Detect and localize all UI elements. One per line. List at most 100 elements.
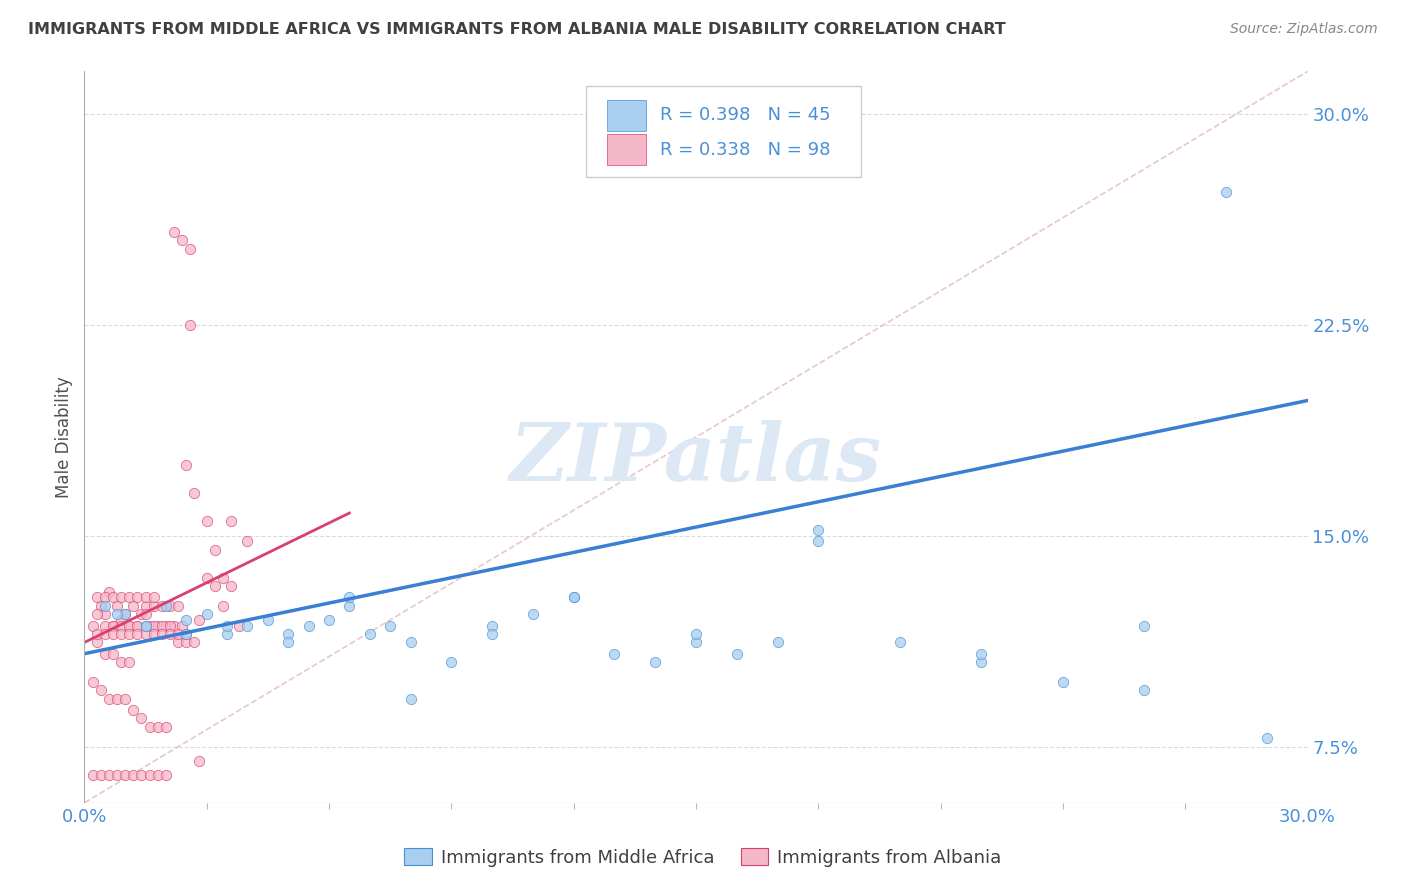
Point	[179, 242, 201, 256]
Point	[195, 515, 218, 529]
Point	[725, 647, 748, 661]
Point	[167, 627, 190, 641]
Point	[101, 647, 124, 661]
Text: IMMIGRANTS FROM MIDDLE AFRICA VS IMMIGRANTS FROM ALBANIA MALE DISABILITY CORRELA: IMMIGRANTS FROM MIDDLE AFRICA VS IMMIGRA…	[28, 22, 1005, 37]
Point	[82, 674, 104, 689]
Point	[122, 767, 145, 781]
Text: Source: ZipAtlas.com: Source: ZipAtlas.com	[1230, 22, 1378, 37]
Point	[93, 591, 115, 605]
Text: R = 0.398   N = 45: R = 0.398 N = 45	[661, 106, 831, 124]
Point	[150, 599, 173, 613]
Point	[114, 691, 136, 706]
Point	[562, 591, 585, 605]
Point	[135, 627, 157, 641]
Point	[82, 767, 104, 781]
Point	[138, 767, 160, 781]
Point	[110, 627, 132, 641]
FancyBboxPatch shape	[606, 135, 645, 165]
Point	[93, 618, 115, 632]
Point	[807, 534, 830, 549]
Point	[399, 635, 422, 649]
Point	[93, 647, 115, 661]
FancyBboxPatch shape	[586, 86, 860, 178]
Point	[163, 618, 186, 632]
Point	[97, 767, 120, 781]
Point	[135, 618, 157, 632]
Point	[118, 627, 141, 641]
Point	[114, 607, 136, 622]
Point	[212, 599, 235, 613]
Point	[127, 618, 149, 632]
Point	[970, 655, 993, 669]
Point	[135, 591, 157, 605]
Point	[644, 655, 666, 669]
Point	[339, 591, 361, 605]
Point	[277, 635, 299, 649]
Point	[110, 591, 132, 605]
Y-axis label: Male Disability: Male Disability	[55, 376, 73, 498]
Point	[90, 767, 112, 781]
Point	[146, 720, 169, 734]
Point	[146, 767, 169, 781]
Point	[118, 655, 141, 669]
Point	[236, 534, 259, 549]
Point	[127, 627, 149, 641]
Point	[110, 618, 132, 632]
Point	[174, 627, 197, 641]
Point	[174, 627, 197, 641]
Point	[105, 599, 128, 613]
Point	[114, 607, 136, 622]
Point	[380, 618, 402, 632]
Point	[889, 635, 911, 649]
Point	[97, 691, 120, 706]
Point	[807, 523, 830, 537]
Point	[86, 627, 108, 641]
Point	[217, 627, 239, 641]
Legend: Immigrants from Middle Africa, Immigrants from Albania: Immigrants from Middle Africa, Immigrant…	[398, 841, 1008, 874]
Point	[522, 607, 544, 622]
Point	[212, 571, 235, 585]
Point	[86, 635, 108, 649]
Point	[277, 627, 299, 641]
Point	[159, 599, 181, 613]
Point	[766, 635, 789, 649]
Point	[217, 618, 239, 632]
FancyBboxPatch shape	[606, 100, 645, 130]
Point	[155, 720, 177, 734]
Point	[142, 618, 165, 632]
Point	[135, 599, 157, 613]
Point	[167, 635, 190, 649]
Point	[187, 754, 209, 768]
Point	[150, 627, 173, 641]
Point	[172, 233, 194, 247]
Point	[219, 579, 242, 593]
Point	[127, 591, 149, 605]
Point	[183, 486, 205, 500]
Point	[163, 225, 186, 239]
Point	[172, 618, 194, 632]
Point	[118, 618, 141, 632]
Point	[159, 627, 181, 641]
Text: ZIPatlas: ZIPatlas	[510, 420, 882, 498]
Point	[1256, 731, 1278, 745]
Point	[167, 599, 190, 613]
Point	[101, 618, 124, 632]
Point	[1052, 674, 1074, 689]
Point	[93, 607, 115, 622]
Point	[105, 767, 128, 781]
Point	[1133, 618, 1156, 632]
Point	[150, 618, 173, 632]
Point	[219, 515, 242, 529]
Point	[118, 618, 141, 632]
Point	[90, 599, 112, 613]
Point	[318, 613, 340, 627]
Point	[174, 458, 197, 473]
Point	[179, 318, 201, 332]
Point	[159, 618, 181, 632]
Point	[204, 542, 226, 557]
Point	[257, 613, 280, 627]
Point	[174, 635, 197, 649]
Point	[1215, 186, 1237, 200]
Point	[399, 691, 422, 706]
Point	[138, 720, 160, 734]
